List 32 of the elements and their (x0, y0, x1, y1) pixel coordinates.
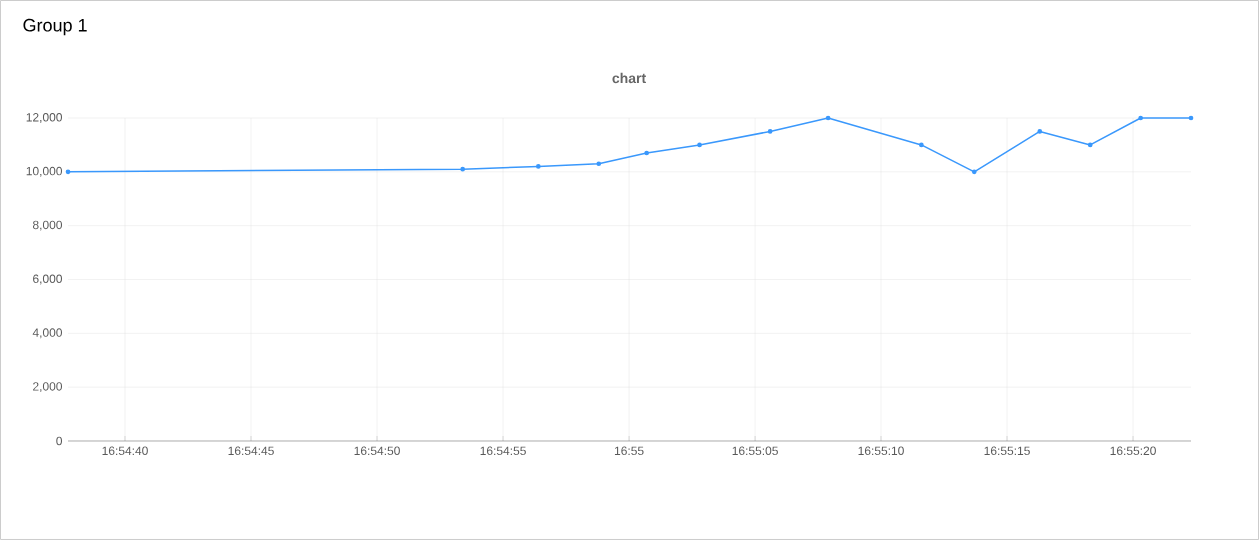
y-tick-label: 10,000 (26, 166, 63, 177)
x-tick-label: 16:54:50 (354, 446, 400, 456)
point (1037, 129, 1043, 134)
point (596, 161, 602, 167)
point (1087, 142, 1093, 148)
x-tick-label: 16:54:40 (102, 446, 148, 456)
point (697, 142, 702, 148)
x-tick-label: 16:55 (614, 446, 644, 456)
point (825, 115, 831, 121)
x-tick-label: 16:55:20 (1110, 446, 1156, 456)
point (971, 169, 977, 175)
point (460, 166, 466, 172)
x-tick-label: 16:55:05 (732, 446, 778, 456)
chart-subtitle: chart (612, 72, 646, 84)
chart-title: Group 1 (23, 18, 87, 36)
point (535, 164, 541, 169)
y-tick-label: 4,000 (32, 328, 63, 339)
point (644, 150, 650, 156)
y-tick-label: 6,000 (33, 274, 63, 285)
y-tick-label: 0 (56, 436, 63, 446)
point (65, 169, 71, 175)
point (919, 142, 924, 148)
x-tick-label: 16:55:10 (858, 446, 904, 456)
x-tick-label: 16:55:15 (984, 446, 1030, 456)
x-tick-label: 16:54:55 (480, 446, 526, 456)
y-tick-label: 8,000 (32, 220, 63, 231)
point (1138, 115, 1144, 121)
y-tick-label: 12,000 (26, 113, 63, 123)
point (767, 129, 773, 134)
x-tick-label: 16:54:45 (228, 446, 274, 456)
y-tick-label: 2,000 (33, 382, 63, 393)
point (1188, 115, 1194, 121)
